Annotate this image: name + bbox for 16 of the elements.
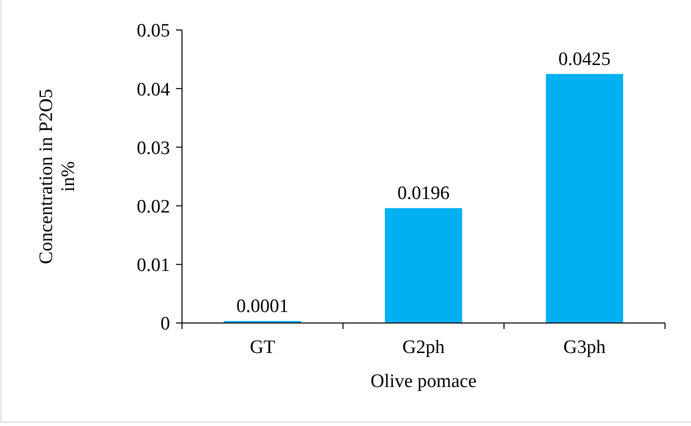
- y-tick-label: 0.04: [136, 79, 170, 100]
- bar: [384, 208, 462, 323]
- x-axis-title: Olive pomace: [370, 371, 477, 392]
- y-tick-label: 0.01: [136, 255, 170, 276]
- x-tick-label: G2ph: [402, 337, 446, 358]
- y-tick-label: 0.03: [136, 138, 170, 159]
- data-label: 0.0196: [397, 183, 450, 204]
- y-axis-title: Concentration in P2O5 in%: [36, 88, 79, 264]
- y-tick-label: 0.05: [136, 20, 170, 42]
- x-tick-label: GT: [250, 337, 276, 358]
- y-tick-label: 0: [160, 314, 170, 335]
- data-label: 0.0425: [558, 48, 611, 70]
- y-tick-label: 0.02: [136, 196, 170, 218]
- x-tick-label: G3ph: [563, 337, 606, 358]
- bar: [546, 74, 624, 323]
- data-label: 0.0001: [236, 296, 289, 317]
